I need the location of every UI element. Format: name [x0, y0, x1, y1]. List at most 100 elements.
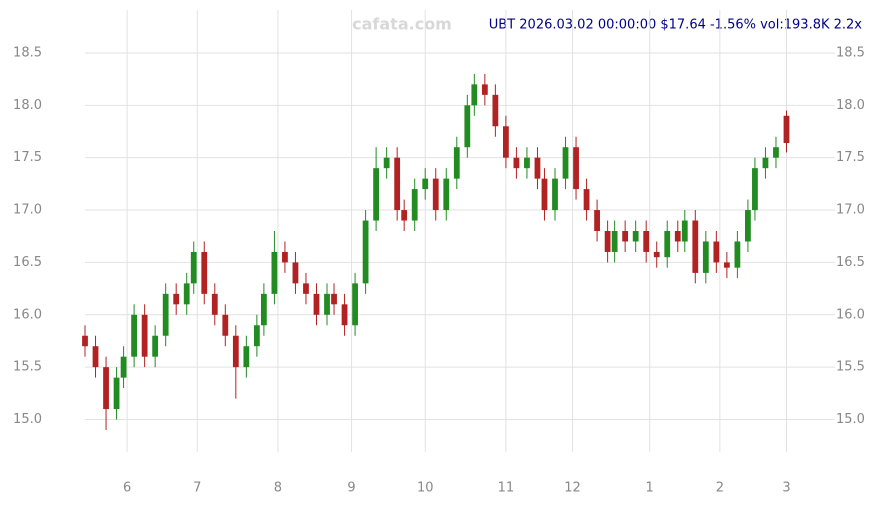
candle-body: [752, 168, 758, 211]
x-tick-label: 10: [417, 481, 434, 496]
x-tick-label: 12: [564, 481, 581, 496]
candle-body: [222, 314, 229, 336]
candle-body: [534, 157, 541, 179]
candle-body: [481, 84, 488, 95]
candle-body: [211, 293, 218, 315]
candle-body: [674, 231, 681, 242]
candle-body: [303, 283, 309, 294]
candle-body: [103, 367, 109, 410]
candle-body: [394, 157, 401, 211]
candle-body: [190, 251, 197, 284]
candle-body: [162, 293, 169, 336]
y-tick-label: 18.0: [13, 98, 42, 113]
candle-body: [471, 84, 478, 106]
candle-body: [503, 126, 509, 158]
x-tick-label: 9: [347, 481, 355, 496]
candle-body: [734, 241, 741, 268]
candle-body: [352, 283, 358, 326]
candle-body: [232, 335, 239, 368]
candle-body: [341, 304, 348, 326]
y-tick-label: 17.5: [836, 150, 865, 165]
candle-body: [243, 346, 250, 368]
x-tick-label: 3: [782, 481, 790, 496]
y-tick-label: 16.5: [13, 255, 42, 270]
candle-body: [422, 178, 429, 190]
y-tick-label: 17.0: [836, 203, 865, 218]
candle-body: [401, 210, 408, 221]
candle-body: [453, 147, 460, 179]
candle-body: [702, 241, 709, 273]
candle-body: [271, 251, 278, 294]
candle-body: [664, 231, 671, 258]
candle-body: [611, 231, 618, 252]
y-tick-label: 16.0: [13, 307, 42, 322]
candle-body: [113, 377, 120, 410]
candle-body: [541, 178, 548, 211]
candle-body: [201, 251, 208, 294]
candle-body: [524, 157, 530, 169]
y-tick-label: 18.0: [836, 98, 865, 113]
candle-body: [723, 262, 730, 268]
x-tick-label: 11: [498, 481, 515, 496]
candle-body: [373, 168, 380, 221]
candle-body: [141, 314, 148, 357]
candle-body: [82, 335, 88, 347]
candle-body: [282, 251, 288, 263]
candle-body: [464, 105, 471, 148]
candle-body: [513, 157, 520, 169]
candle-body: [562, 147, 569, 179]
y-tick-label: 15.5: [13, 360, 42, 375]
candle-body: [773, 147, 779, 158]
candle-body: [92, 346, 99, 368]
candle-body: [492, 94, 499, 127]
candle-body: [622, 231, 629, 242]
candle-body: [152, 335, 159, 357]
candle-body: [183, 283, 190, 305]
candle-body: [253, 325, 260, 347]
candle-body: [552, 178, 558, 211]
y-tick-label: 16.5: [836, 255, 865, 270]
candle-body: [260, 293, 267, 326]
x-tick-label: 7: [193, 481, 201, 496]
candle-body: [583, 189, 590, 211]
candle-body: [324, 293, 330, 315]
x-tick-label: 2: [716, 481, 724, 496]
y-tick-label: 15.0: [836, 412, 865, 427]
candle-body: [313, 293, 320, 315]
y-tick-label: 15.0: [13, 412, 42, 427]
chart-title: UBT 2026.03.02 00:00:00 $17.64 -1.56% vo…: [489, 18, 863, 33]
candle-body: [362, 220, 369, 284]
watermark: cafata.com: [352, 15, 452, 34]
candle-body: [292, 262, 299, 284]
candle-body: [131, 314, 137, 357]
candle-body: [173, 293, 180, 305]
y-tick-label: 15.5: [836, 360, 865, 375]
candle-body: [745, 210, 751, 242]
x-tick-label: 1: [646, 481, 654, 496]
candle-body: [443, 178, 450, 211]
y-tick-label: 17.0: [13, 203, 42, 218]
x-tick-label: 8: [274, 481, 282, 496]
candle-body: [783, 115, 790, 144]
candle-body: [411, 189, 418, 221]
candle-body: [573, 147, 579, 190]
candle-body: [713, 241, 720, 263]
y-tick-label: 18.5: [836, 45, 865, 60]
y-tick-label: 16.0: [836, 307, 865, 322]
candle-body: [692, 220, 699, 273]
candle-body: [594, 210, 600, 231]
candle-body: [331, 293, 337, 305]
candle-body: [383, 157, 390, 169]
candle-body: [432, 178, 439, 211]
y-tick-label: 18.5: [13, 45, 42, 60]
y-tick-label: 17.5: [13, 150, 42, 165]
x-tick-label: 6: [123, 481, 131, 496]
candle-body: [604, 231, 611, 252]
candle-body: [762, 157, 769, 169]
candle-body: [643, 231, 650, 252]
candle-body: [681, 220, 688, 242]
candle-body: [120, 356, 127, 378]
candle-body: [632, 231, 639, 242]
candle-body: [653, 251, 660, 258]
